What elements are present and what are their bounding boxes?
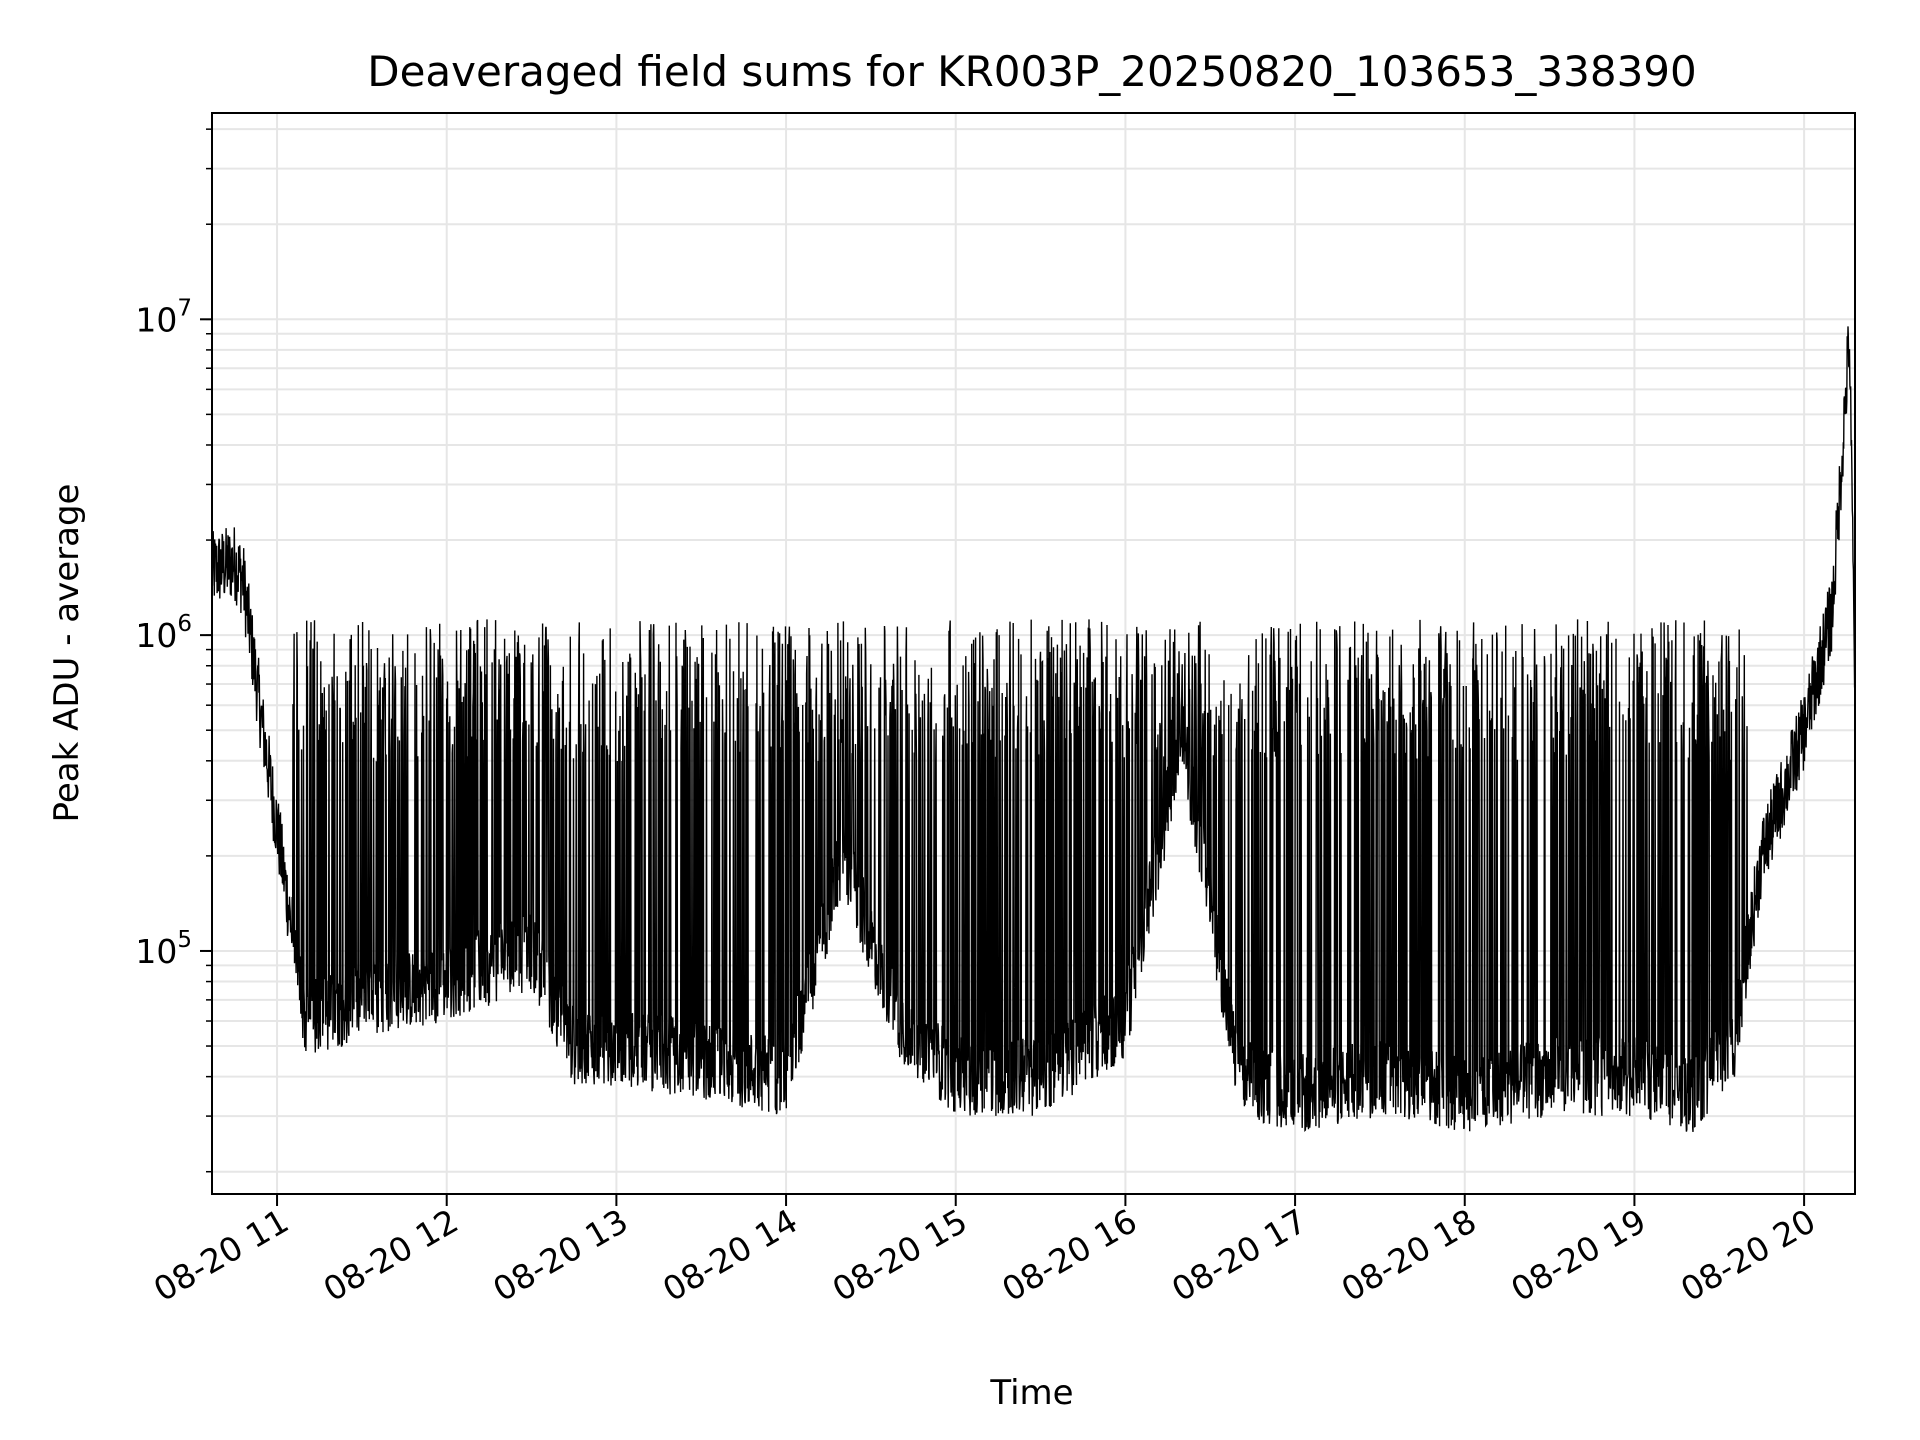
y-tick-base: 10	[135, 300, 177, 339]
y-tick-base: 10	[135, 616, 177, 655]
y-tick-exponent: 7	[177, 295, 192, 321]
x-tick-label: 08-20 13	[486, 1201, 634, 1309]
x-tick-label: 08-20 20	[1674, 1201, 1822, 1309]
x-tick-label: 08-20 18	[1335, 1201, 1483, 1309]
series-line	[212, 326, 1855, 1132]
x-axis: 08-20 11 08-20 12 08-20 13 08-20 14 08-20 15…	[147, 1194, 1822, 1309]
x-tick-label: 08-20 15	[826, 1201, 974, 1309]
y-axis-label: Peak ADU - average	[47, 484, 87, 823]
y-tick-label: 106	[135, 611, 192, 655]
x-tick-label: 08-20 12	[317, 1201, 465, 1309]
y-tick-exponent: 6	[177, 611, 192, 637]
x-tick-label: 08-20 19	[1504, 1201, 1652, 1309]
x-tick-label: 08-20 11	[147, 1201, 295, 1309]
x-tick-label: 08-20 17	[1165, 1201, 1313, 1309]
y-tick-label: 107	[135, 295, 192, 339]
y-tick-base: 10	[135, 932, 177, 971]
y-tick-label: 105	[135, 927, 192, 971]
plot-frame	[211, 112, 1856, 1195]
y-tick-exponent: 5	[177, 927, 192, 953]
x-axis-label: Time	[989, 1373, 1073, 1413]
x-tick-label: 08-20 16	[995, 1201, 1143, 1309]
series-layer	[212, 326, 1855, 1132]
chart-title: Deaveraged field sums for KR003P_2025082…	[367, 47, 1697, 96]
x-tick-label: 08-20 14	[656, 1201, 804, 1309]
